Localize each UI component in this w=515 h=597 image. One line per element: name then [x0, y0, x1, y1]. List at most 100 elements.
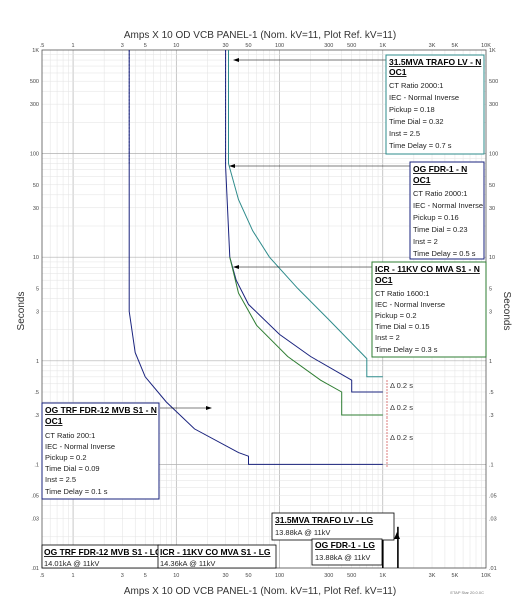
legend-ogtrf-line: Time Dial = 0.09	[45, 464, 100, 473]
y-tick-label-left: 100	[30, 152, 39, 158]
y-tick-label-right: 1K	[489, 48, 496, 54]
arrow-ogfdr	[229, 164, 235, 168]
legend-ogtrf-title2: OC1	[45, 416, 63, 426]
y-tick-label-right: .5	[489, 390, 494, 396]
x-tick-label-bottom: 1K	[379, 573, 386, 579]
legend-ogfdr-line: Inst = 2	[413, 237, 438, 246]
legend-trafo-line: Pickup = 0.18	[389, 105, 435, 114]
fault-icr-value: 14.36kA @ 11kV	[160, 559, 215, 568]
right-axis-title: Seconds	[501, 292, 512, 331]
y-tick-label-right: 500	[489, 79, 498, 85]
y-tick-label-left: 500	[30, 79, 39, 85]
legend-ogfdr-line: IEC - Normal Inverse	[413, 201, 483, 210]
fault-ogfdr-frame	[311, 538, 383, 566]
y-tick-label-right: 10	[489, 255, 495, 261]
fault-trafo-value: 13.88kA @ 11kV	[275, 528, 330, 537]
legend-ogtrf-line: IEC - Normal Inverse	[45, 442, 115, 451]
y-tick-label-right: .1	[489, 462, 494, 468]
arrow-icr	[233, 265, 239, 269]
legend-ogtrf-line: Pickup = 0.2	[45, 453, 86, 462]
legend-trafo-line: Inst = 2.5	[389, 129, 420, 138]
left-axis-title: Seconds	[16, 292, 27, 331]
legend-trafo-title2: OC1	[389, 67, 407, 77]
legend-ogfdr-title2: OC1	[413, 175, 431, 185]
y-tick-label-right: .01	[489, 566, 497, 572]
legend-box-trafo-frame	[385, 54, 485, 155]
legend-icr-line: Time Dial = 0.15	[375, 322, 430, 331]
x-tick-label-top: 50	[245, 43, 251, 49]
fault-ogtrf-title: OG TRF FDR-12 MVB S1 - LG	[44, 547, 162, 557]
x-tick-label-bottom: 500	[347, 573, 356, 579]
legend-icr-title: ICR - 11KV CO MVA S1 - N	[375, 264, 480, 274]
x-tick-label-top: 5	[144, 43, 147, 49]
legend-icr-line: IEC - Normal Inverse	[375, 300, 445, 309]
x-tick-label-top: 3	[121, 43, 124, 49]
y-tick-label-right: 100	[489, 152, 498, 158]
leader-arrowheads	[206, 58, 239, 410]
x-tick-label-bottom: 100	[275, 573, 284, 579]
legend-icr-title2: OC1	[375, 275, 393, 285]
x-tick-label-top: 500	[347, 43, 356, 49]
legend-ogtrf-line: Time Delay = 0.1 s	[45, 487, 108, 496]
y-tick-label-left: 10	[33, 255, 39, 261]
x-tick-label-bottom: 50	[245, 573, 251, 579]
y-tick-label-right: 50	[489, 183, 495, 189]
arrow-ogtrf	[206, 406, 212, 410]
x-tick-label-top: 10K	[481, 43, 491, 49]
grid	[41, 50, 486, 569]
y-tick-label-right: 1	[489, 359, 492, 365]
y-tick-label-right: 5	[489, 286, 492, 292]
margin-label-1: Δ 0.2 s	[390, 381, 413, 390]
legend-ogfdr-line: Time Dial = 0.23	[413, 225, 468, 234]
fault-label-og-fdr-1-lg: OG FDR-1 - LG 13.88kA @ 11kV	[311, 538, 383, 566]
x-tick-label-bottom: 5	[144, 573, 147, 579]
fault-ogfdr-title: OG FDR-1 - LG	[315, 540, 375, 550]
legend-ogtrf-line: Inst = 2.5	[45, 475, 76, 484]
y-tick-label-right: .03	[489, 517, 497, 523]
y-tick-labels: .01 .01 .03 .03 .05 .05 .1 .1 .3 .3 .5 .5 1 1 3 3 5 5 10 10…	[30, 48, 498, 572]
y-tick-label-right: 300	[489, 102, 498, 108]
fault-ogtrf-value: 14.01kA @ 11kV	[44, 559, 99, 568]
x-tick-label-bottom: 10	[173, 573, 179, 579]
y-tick-label-left: .3	[34, 413, 39, 419]
curve-series-0	[228, 50, 383, 378]
legend-ogfdr-line: Pickup = 0.16	[413, 213, 459, 222]
x-tick-label-bottom: .5	[40, 573, 45, 579]
top-axis-title: Amps X 10 OD VCB PANEL-1 (Nom. kV=11, Pl…	[124, 30, 396, 41]
x-tick-label-top: 300	[324, 43, 333, 49]
legend-ogfdr-line: CT Ratio 2000:1	[413, 189, 467, 198]
legend-trafo-line: Time Dial = 0.32	[389, 117, 444, 126]
y-tick-label-left: 30	[33, 206, 39, 212]
x-tick-label-bottom: 30	[222, 573, 228, 579]
fault-icr-title: ICR - 11KV CO MVA S1 - LG	[160, 547, 271, 557]
x-tick-label-bottom: 300	[324, 573, 333, 579]
x-tick-label-top: 100	[275, 43, 284, 49]
x-tick-label-bottom: 3	[121, 573, 124, 579]
y-tick-label-left: 5	[36, 286, 39, 292]
x-tick-label-bottom: 5K	[452, 573, 459, 579]
legend-icr-line: Time Delay = 0.3 s	[375, 345, 438, 354]
legend-icr-line: Inst = 2	[375, 333, 400, 342]
arrow-trafo	[233, 58, 239, 62]
y-tick-label-right: .3	[489, 413, 494, 419]
legend-ogtrf-title: OG TRF FDR-12 MVB S1 - N	[45, 405, 157, 415]
fault-trafo-title: 31.5MVA TRAFO LV - LG	[275, 515, 373, 525]
x-tick-label-bottom: 3K	[429, 573, 436, 579]
x-tick-label-top: .5	[40, 43, 45, 49]
legend-ogtrf-line: CT Ratio 200:1	[45, 431, 95, 440]
margin-label-3: Δ 0.2 s	[390, 433, 413, 442]
y-tick-label-left: .01	[31, 566, 39, 572]
x-tick-label-top: 5K	[452, 43, 459, 49]
x-tick-label-top: 1K	[379, 43, 386, 49]
legend-box-ogtrf-frame	[41, 402, 160, 500]
y-tick-label-right: 3	[489, 309, 492, 315]
fault-ogfdr-value: 13.88kA @ 11kV	[315, 553, 370, 562]
legend-icr-line: Pickup = 0.2	[375, 311, 416, 320]
fault-trafo-frame	[271, 512, 395, 541]
leader-lines	[160, 59, 410, 409]
fault-label-og-trf-lg: OG TRF FDR-12 MVB S1 - LG 14.01kA @ 11kV	[41, 544, 162, 569]
curves	[128, 50, 399, 568]
y-tick-label-left: 1K	[32, 48, 39, 54]
legend-box-icr-n: ICR - 11KV CO MVA S1 - N OC1 CT Ratio 16…	[371, 261, 487, 358]
